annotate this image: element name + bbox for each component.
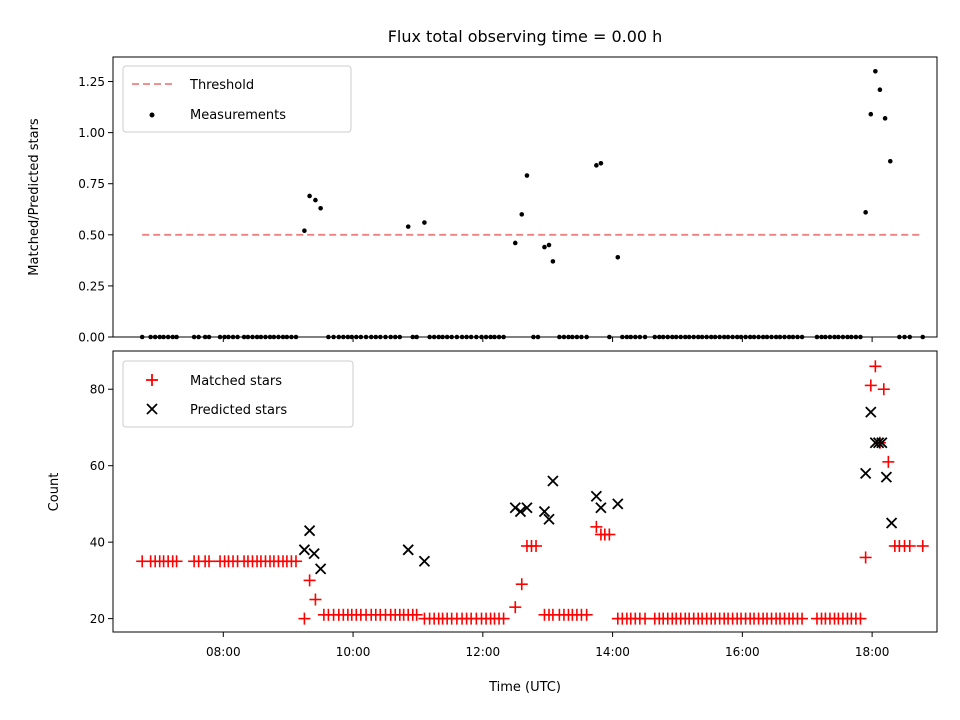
matched-star-point [903, 539, 916, 552]
matched-star-point [580, 608, 593, 621]
matched-star-point [309, 593, 322, 606]
predicted-star-point [885, 517, 898, 529]
matched-star-point [916, 539, 929, 552]
matched-star-point [203, 555, 216, 568]
predicted-star-point [303, 525, 316, 537]
measurement-point [512, 240, 518, 246]
x-tick-label: 08:00 [206, 645, 241, 659]
matched-star-point [410, 608, 423, 621]
matched-star-point [864, 379, 877, 392]
top-y-tick-label: 0.50 [78, 228, 105, 242]
measurement-point [868, 111, 874, 117]
bottom-y-tick-label: 60 [90, 459, 105, 473]
legend-matched-label: Matched stars [190, 374, 282, 389]
matched-star-point [509, 601, 522, 614]
measurement-point [877, 87, 883, 93]
predicted-star-point [876, 437, 888, 449]
bottom-plot-frame [112, 350, 938, 633]
x-tick-label: 10:00 [336, 645, 371, 659]
top-y-axis-label: Matched/Predicted stars [27, 118, 42, 276]
x-tick-label: 14:00 [595, 645, 630, 659]
measurement-point [405, 224, 411, 229]
bottom-y-axis-label: Count [47, 473, 62, 512]
legend-measurements-swatch [149, 112, 155, 118]
x-tick-label: 16:00 [725, 645, 760, 659]
measurement-point [873, 69, 878, 74]
predicted-star-point [509, 502, 521, 514]
matched-star-point [303, 574, 316, 587]
measurement-point [863, 210, 868, 215]
matched-star-point [882, 455, 895, 468]
predicted-star-point [595, 502, 607, 514]
measurement-point [524, 173, 530, 178]
top-y-tick-label: 1.25 [78, 75, 105, 89]
measurement-point [550, 259, 556, 264]
measurement-point [594, 163, 599, 168]
predicted-star-point [612, 498, 624, 510]
predicted-star-point [859, 467, 872, 479]
bottom-legend: Matched stars Predicted stars [122, 360, 354, 428]
predicted-star-point [590, 490, 603, 502]
measurement-point [313, 197, 318, 203]
top-legend-box [122, 65, 352, 133]
matched-star-point [796, 612, 809, 625]
measurement-point [542, 244, 547, 250]
predicted-star-point [298, 544, 311, 556]
measurement-point [598, 160, 604, 166]
matched-star-point [854, 612, 867, 625]
top-y-tick-label: 0.25 [78, 279, 105, 293]
top-y-tick-label: 0.75 [78, 177, 105, 191]
matched-star-point [497, 612, 510, 625]
predicted-star-point [880, 471, 893, 483]
legend-matched-swatch [146, 374, 158, 386]
matched-star-point [289, 555, 302, 568]
measurement-point [302, 228, 307, 234]
top-plot-frame [112, 56, 938, 338]
top-y-tick-label: 1.00 [78, 126, 105, 140]
matched-star-point [298, 612, 311, 625]
measurement-point [422, 220, 427, 225]
bottom-y-tick-label: 80 [90, 383, 105, 397]
matched-star-point [869, 360, 882, 373]
measurement-point [887, 158, 893, 164]
bottom-y-tick-label: 40 [90, 536, 105, 550]
predicted-star-point [514, 505, 527, 518]
predicted-star-point [402, 544, 414, 556]
matched-star-point [877, 383, 890, 396]
measurement-point [519, 212, 525, 217]
predicted-star-point [547, 475, 559, 487]
matched-star-point [859, 551, 872, 564]
measurement-point [882, 116, 888, 121]
matched-star-point [590, 520, 603, 533]
predicted-star-point [521, 502, 533, 514]
legend-predicted-swatch [146, 403, 158, 415]
predicted-star-point [872, 437, 885, 449]
matched-star-point [515, 578, 528, 591]
bottom-y-tick-label: 20 [90, 612, 105, 626]
matched-star-point [530, 539, 543, 552]
measurement-point [318, 205, 323, 211]
predicted-star-point [538, 505, 551, 518]
legend-predicted-label: Predicted stars [190, 403, 287, 418]
predicted-star-point [543, 513, 555, 525]
top-legend: Threshold Measurements [122, 65, 352, 133]
predicted-star-point [308, 547, 320, 560]
top-y-tick-label: 0.00 [78, 331, 105, 345]
measurement-point [546, 242, 552, 248]
matched-star-point [170, 555, 183, 568]
bottom-legend-box [122, 360, 354, 428]
predicted-star-point [418, 555, 431, 567]
x-tick-label: 12:00 [466, 645, 501, 659]
measurement-point [307, 193, 312, 199]
legend-threshold-label: Threshold [189, 78, 254, 93]
x-axis-label: Time (UTC) [488, 680, 561, 695]
chart-title: Flux total observing time = 0.00 h [388, 27, 663, 46]
predicted-star-point [314, 563, 327, 575]
legend-measurements-label: Measurements [190, 108, 286, 123]
x-tick-label: 18:00 [855, 645, 890, 659]
matched-star-point [603, 528, 616, 541]
measurement-point [615, 254, 621, 260]
predicted-star-point [865, 406, 877, 418]
